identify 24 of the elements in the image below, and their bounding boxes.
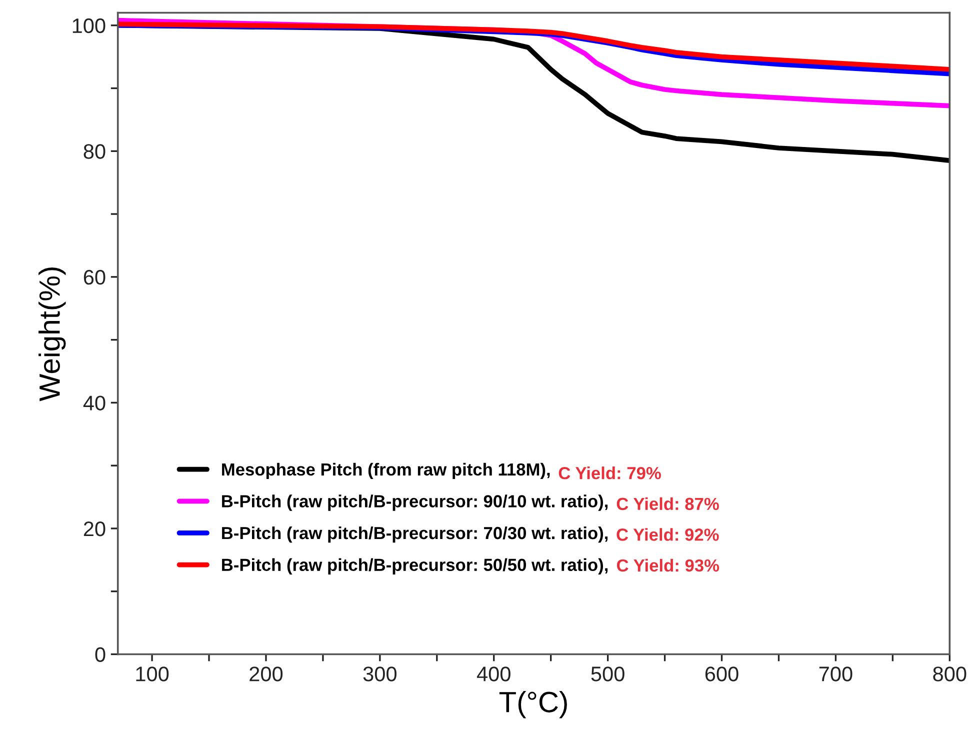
y-tick-label: 100 — [72, 18, 106, 34]
y-tick-label: 0 — [95, 647, 106, 662]
y-tick-label: 40 — [83, 396, 106, 410]
x-tick-label: 600 — [705, 666, 738, 682]
annotation: C Yield: 87% — [616, 497, 719, 510]
annotation: C Yield: 93% — [616, 558, 720, 572]
x-tick-label: 400 — [476, 666, 510, 682]
y-tick-label: 60 — [84, 270, 106, 285]
x-axis-title: T(°C) — [499, 691, 567, 718]
y-tick-label: 80 — [84, 144, 106, 159]
y-axis-title: Weight(%) — [38, 268, 66, 402]
legend-label: Mesophase Pitch (from raw pitch 118M), — [222, 462, 550, 480]
x-tick-label: 300 — [363, 666, 396, 682]
annotation: C Yield: 92% — [616, 528, 719, 541]
x-tick-label: 100 — [136, 666, 169, 682]
x-tick-label: 500 — [591, 666, 624, 682]
y-tick-label: 20 — [84, 521, 106, 536]
annotation: C Yield: 79% — [558, 466, 661, 480]
x-tick-label: 800 — [933, 666, 966, 682]
x-tick-label: 700 — [819, 666, 852, 682]
legend-label: B-Pitch (raw pitch/B-precursor: 50/50 wt. ratio), — [222, 558, 608, 574]
x-tick-label: 200 — [250, 666, 283, 682]
legend-label: B-Pitch (raw pitch/B-precursor: 90/10 wt. ratio), — [222, 494, 608, 511]
legend-label: B-Pitch (raw pitch/B-precursor: 70/30 wt. ratio), — [222, 526, 608, 543]
